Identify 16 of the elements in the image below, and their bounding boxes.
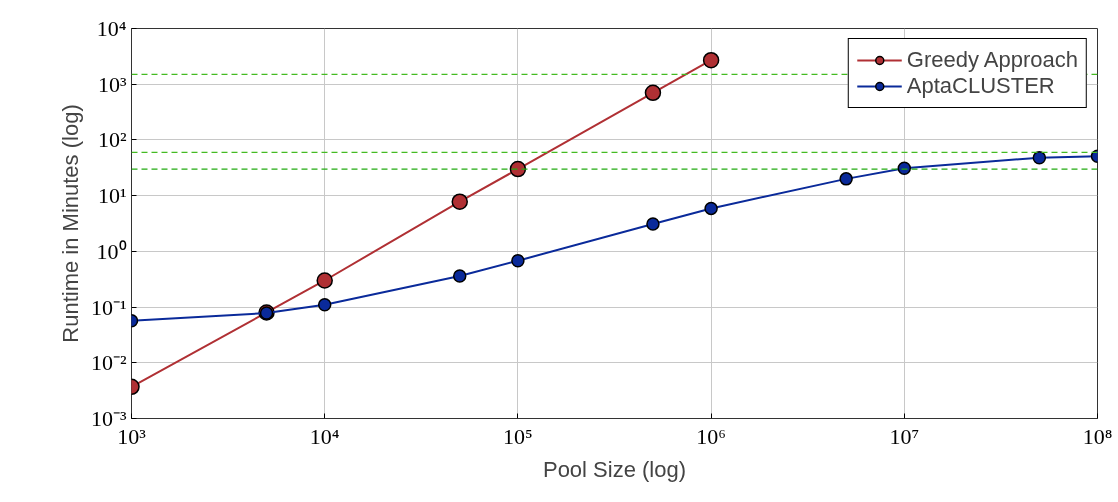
- x-tick-label: 10⁷: [889, 423, 920, 449]
- y-tick-label: 10⁻¹: [90, 294, 127, 320]
- legend-label: Greedy Approach: [906, 47, 1078, 73]
- legend-label: AptaCLUSTER: [906, 73, 1055, 99]
- x-tick-label: 10⁶: [696, 423, 726, 449]
- x-tick-label: 10⁸: [1082, 423, 1113, 449]
- y-tick-label: 10²: [97, 127, 127, 153]
- x-axis-title: Pool Size (log): [542, 456, 687, 482]
- y-axis-title: Runtime in Minutes (log): [57, 104, 83, 343]
- x-tick-label: 10⁴: [309, 423, 340, 449]
- y-tick-label: 10³: [97, 71, 127, 97]
- y-tick-label: 10⁰: [96, 238, 127, 264]
- y-tick-label: 10¹: [97, 183, 127, 209]
- x-tick-label: 10⁵: [503, 423, 533, 449]
- y-tick-label: 10⁴: [96, 16, 127, 41]
- y-tick-label: 10⁻²: [90, 350, 127, 376]
